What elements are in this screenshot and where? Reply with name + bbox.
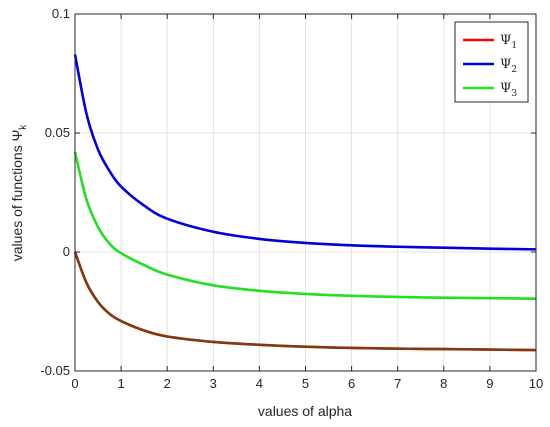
x-tick-label: 9 xyxy=(486,376,493,391)
legend-entry-name: Ψ xyxy=(500,81,511,96)
legend-entry-subscript: 1 xyxy=(511,41,517,51)
series-line-2 xyxy=(73,54,537,251)
legend-entry-subscript: 3 xyxy=(511,89,517,99)
legend-entry-2: Ψ2 xyxy=(500,57,517,75)
x-tick-label: 10 xyxy=(529,376,543,391)
legend-entry-name: Ψ xyxy=(500,57,511,72)
x-tick-label: 5 xyxy=(302,376,309,391)
series-layer xyxy=(73,54,537,352)
y-tick-label: 0.05 xyxy=(45,125,70,140)
legend-entry-3: Ψ3 xyxy=(500,81,517,99)
legend-entry-1: Ψ1 xyxy=(500,33,517,51)
x-tick-label: 0 xyxy=(71,376,78,391)
y-tick-label: 0 xyxy=(63,244,70,259)
x-axis-ticks: 0 1 2 3 4 5 6 7 8 9 10 xyxy=(71,14,543,391)
series-line-1-overlay xyxy=(73,251,537,352)
x-axis-label: values of alpha xyxy=(258,403,352,419)
x-tick-label: 3 xyxy=(210,376,217,391)
legend-entry-name: Ψ xyxy=(500,33,511,48)
legend-entry-subscript: 2 xyxy=(511,65,517,75)
y-tick-label: -0.05 xyxy=(40,363,70,378)
y-tick-label: 0.1 xyxy=(52,6,70,21)
x-tick-label: 7 xyxy=(394,376,401,391)
series-line-3 xyxy=(73,151,537,300)
x-tick-label: 1 xyxy=(117,376,124,391)
y-axis-label: values of functions Ψk xyxy=(9,124,29,262)
x-tick-label: 6 xyxy=(348,376,355,391)
y-axis-label-main: values of functions Ψ xyxy=(9,130,25,262)
x-tick-label: 4 xyxy=(256,376,263,391)
y-axis-label-subscript: k xyxy=(18,124,29,130)
y-axis-ticks: -0.05 0 0.05 0.1 xyxy=(40,6,536,378)
x-tick-label: 8 xyxy=(440,376,447,391)
x-tick-label: 2 xyxy=(164,376,171,391)
